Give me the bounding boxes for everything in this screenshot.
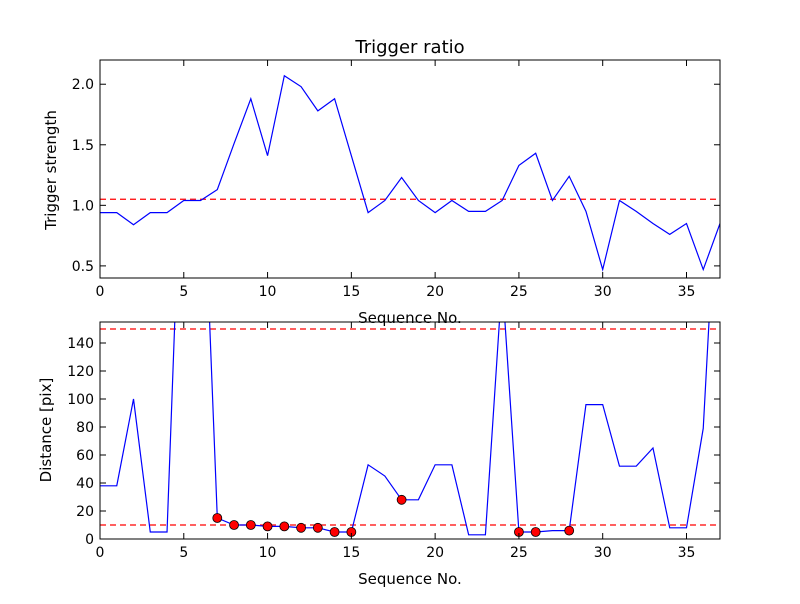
y-tick-label: 1.0 xyxy=(72,198,94,214)
x-axis-label: Sequence No. xyxy=(358,570,462,588)
y-tick-label: 2.0 xyxy=(72,77,94,93)
data-point xyxy=(245,520,256,530)
y-tick-label: 60 xyxy=(76,448,94,464)
data-point xyxy=(279,521,290,532)
data-point xyxy=(229,520,239,530)
y-tick-label: 1.5 xyxy=(72,138,94,154)
y-tick-label: 80 xyxy=(76,420,94,436)
x-axis-label: Sequence No. xyxy=(358,309,462,327)
x-tick-label: 15 xyxy=(342,545,360,561)
data-point xyxy=(329,527,340,537)
plot-area xyxy=(100,322,720,536)
y-tick-label: 140 xyxy=(67,336,94,352)
y-tick-label: 40 xyxy=(76,476,94,492)
x-tick-label: 35 xyxy=(678,284,696,300)
series-line xyxy=(100,74,720,272)
data-point xyxy=(296,522,306,533)
y-tick-label: 100 xyxy=(67,392,94,408)
trigger-ratio-panel: Trigger ratio Sequence No. Trigger stren… xyxy=(42,37,721,327)
data-point xyxy=(530,527,541,537)
x-tick-label: 0 xyxy=(96,545,105,561)
axes-frame xyxy=(99,59,721,279)
y-axis-label: Distance [pix] xyxy=(37,378,55,483)
y-axis-label: Trigger strength xyxy=(42,110,60,231)
x-tick-label: 25 xyxy=(510,284,528,300)
data-point xyxy=(564,525,575,536)
distance-panel: Sequence No. Distance [pix] 0 5 10 15 20 25 30… xyxy=(37,321,721,588)
axes-frame xyxy=(99,321,721,540)
x-tick-label: 30 xyxy=(594,545,612,561)
x-tick-label: 20 xyxy=(426,545,444,561)
series-line xyxy=(100,322,710,536)
data-point xyxy=(262,521,273,532)
x-tick-label: 5 xyxy=(179,284,188,300)
x-tick-label: 30 xyxy=(594,284,612,300)
y-tick-label: 20 xyxy=(76,504,94,520)
x-tick-label: 5 xyxy=(179,545,188,561)
data-point xyxy=(396,494,407,505)
plot-area xyxy=(100,74,720,272)
x-tick-label: 10 xyxy=(259,284,277,300)
data-point xyxy=(312,522,323,533)
y-tick-label: 0.5 xyxy=(72,259,94,275)
x-tick-label: 35 xyxy=(678,545,696,561)
x-tick-label: 15 xyxy=(342,284,360,300)
y-tick-label: 0 xyxy=(85,532,94,548)
y-tick-label: 120 xyxy=(67,364,94,380)
x-tick-label: 0 xyxy=(96,284,105,300)
x-tick-label: 25 xyxy=(510,545,528,561)
chart-title: Trigger ratio xyxy=(354,37,464,58)
x-tick-label: 20 xyxy=(426,284,444,300)
data-point xyxy=(212,513,223,523)
x-tick-label: 10 xyxy=(259,545,277,561)
